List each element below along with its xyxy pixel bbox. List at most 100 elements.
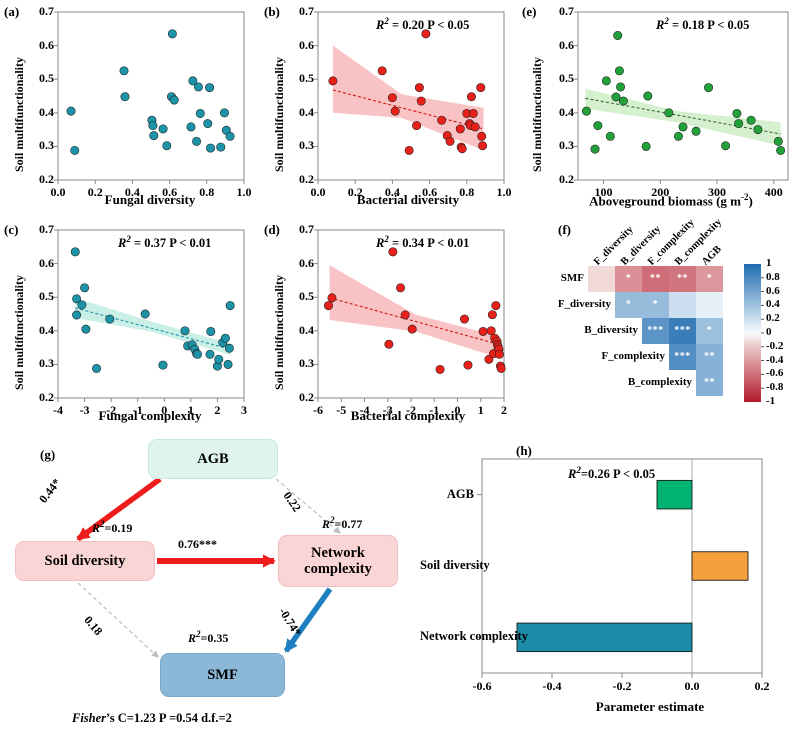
heatmap-star: *** [674, 325, 691, 336]
heatmap-star: ** [650, 273, 661, 284]
colorbar-tick-label: 0.6 [766, 284, 780, 297]
panel-a-xlabel: Fungal diversity [104, 192, 196, 207]
y-tick-label: 0.7 [299, 4, 314, 18]
y-tick-label: 0.5 [559, 71, 574, 86]
x-tick-label: 2 [501, 403, 507, 417]
y-tick-label: 0.4 [39, 322, 54, 337]
colorbar-tick-label: 1 [766, 257, 772, 269]
heatmap-row-label: F_complexity [601, 350, 665, 362]
panel-a-scatter: (a) Soil multifunctionality Fungal diver… [0, 0, 258, 208]
x-tick-label: 3 [241, 403, 247, 417]
bar-category-label: Soil diversity [420, 558, 490, 572]
heatmap-star: * [706, 273, 713, 284]
y-tick-label: 0.5 [39, 289, 54, 304]
sem-box-smf-label: SMF [207, 666, 238, 683]
heatmap-row-label: SMF [560, 272, 584, 284]
y-tick-label: 0.3 [39, 356, 54, 371]
panel-a-plot-area [54, 11, 245, 184]
heatmap-star: ** [704, 377, 715, 388]
x-tick-label: 300 [708, 185, 727, 199]
x-tick-label: -0.2 [612, 679, 632, 693]
heatmap-row-label: F_diversity [557, 298, 611, 310]
heatmap-star: * [706, 325, 713, 336]
heatmap-star: *** [647, 325, 664, 336]
sem-box-network-complexity[interactable]: Network complexity [278, 535, 398, 587]
x-tick-label: 0.2 [87, 185, 103, 199]
y-tick-label: 0.4 [299, 104, 314, 119]
sem-arrows [76, 476, 341, 658]
panel-b-stats-text: = 0.20 P < 0.05 [388, 18, 470, 33]
y-tick-label: 0.5 [39, 71, 54, 86]
x-tick-label: -6 [313, 403, 323, 417]
panel-e-xlabel-main: Aboveground biomass (g m [589, 193, 741, 209]
x-tick-label: -2 [106, 403, 117, 417]
fisher-c-statistic: Fisher’s C=1.23 P =0.54 d.f.=2 [72, 711, 232, 725]
sem-box-soil-diversity[interactable]: Soil diversity [15, 541, 155, 581]
panel-d-stats-text: = 0.34 P < 0.01 [388, 236, 470, 251]
sem-box-agb-label: AGB [197, 450, 229, 467]
panel-c-xlabel: Fungal complexity [98, 408, 202, 423]
x-tick-label: 100 [594, 185, 613, 199]
x-tick-label: 400 [764, 185, 783, 199]
x-tick-label: 0.0 [310, 185, 326, 199]
sem-box-smf[interactable]: SMF [160, 653, 285, 697]
x-tick-label: 0.6 [162, 185, 178, 199]
x-tick-label: 0.2 [754, 679, 770, 693]
y-tick-label: 0.4 [299, 322, 314, 337]
heatmap-star: * [625, 273, 632, 284]
x-tick-label: -4 [53, 403, 63, 417]
panel-b-plot-area [314, 11, 505, 184]
panel-c-stats-text: = 0.37 P < 0.01 [130, 236, 212, 251]
x-tick-label: -0.6 [472, 679, 492, 693]
x-tick-label: 0 [161, 403, 168, 417]
y-tick-label: 0.6 [39, 255, 54, 270]
y-tick-label: 0.2 [39, 172, 54, 186]
panel-e-xlabel-sup: -2 [740, 192, 749, 202]
x-tick-label: -5 [336, 403, 347, 417]
panel-b-stats: R2 = 0.20 P < 0.05 [376, 16, 470, 33]
x-tick-label: -0.4 [542, 679, 562, 693]
panel-d-label: (d) [264, 222, 280, 237]
x-tick-label: 0 [454, 403, 461, 417]
heatmap-star: *** [674, 351, 691, 362]
x-tick-label: 1 [477, 403, 484, 417]
panel-c-scatter: (c) Soil multifunctionality Fungal compl… [0, 208, 258, 423]
heatmap-star: * [625, 299, 632, 310]
colorbar-tick-label: 0.4 [766, 298, 780, 311]
x-tick-label: 0.4 [384, 185, 400, 199]
panel-d-plot-area [314, 229, 506, 402]
y-tick-label: 0.3 [39, 138, 54, 153]
y-tick-label: 0.3 [299, 138, 314, 153]
panel-h-label: (h) [516, 443, 532, 458]
panel-d-scatter: (d) Soil multifunctionality Bacterial co… [258, 208, 516, 423]
panel-g-sem-diagram: (g) AGB Soil diversity Network complexit… [0, 423, 420, 734]
colorbar-tick-label: 0 [766, 326, 772, 338]
x-tick-label: -4 [359, 403, 370, 417]
panel-d-xlabel: Bacterial complexity [350, 408, 466, 423]
fisher-text: s C=1.23 P =0.54 d.f.=2 [109, 711, 232, 725]
y-tick-label: 0.2 [559, 172, 574, 186]
path-coef-soil-network: 0.76*** [178, 537, 217, 551]
panel-c-stats: R2 = 0.37 P < 0.01 [118, 234, 212, 251]
x-tick-label: 0.2 [347, 185, 363, 199]
sem-box-network-complexity-line1: Network [311, 544, 365, 561]
x-tick-label: 0.8 [199, 185, 215, 199]
panel-h-plot-area [477, 458, 763, 678]
y-tick-label: 0.2 [299, 172, 314, 186]
y-tick-label: 0.7 [39, 222, 54, 236]
heatmap-star: ** [677, 273, 688, 284]
y-tick-label: 0.6 [39, 37, 54, 52]
panel-f-heatmap: (f) F_diversity B_diversity F_complexity B_… [516, 208, 800, 423]
x-tick-label: -2 [406, 403, 416, 417]
y-tick-label: 0.2 [299, 390, 314, 404]
y-tick-label: 0.4 [559, 104, 574, 119]
r2-smf: R2=0.35 [188, 629, 229, 645]
x-tick-label: -3 [382, 403, 393, 417]
x-tick-label: 0.4 [124, 185, 140, 199]
x-tick-label: -3 [79, 403, 90, 417]
x-tick-label: 0.6 [422, 185, 438, 199]
panel-g-label: (g) [40, 447, 56, 462]
bar-category-label: Network complexity [420, 629, 528, 644]
sem-box-agb[interactable]: AGB [148, 439, 278, 479]
x-tick-label: 2 [214, 403, 221, 417]
